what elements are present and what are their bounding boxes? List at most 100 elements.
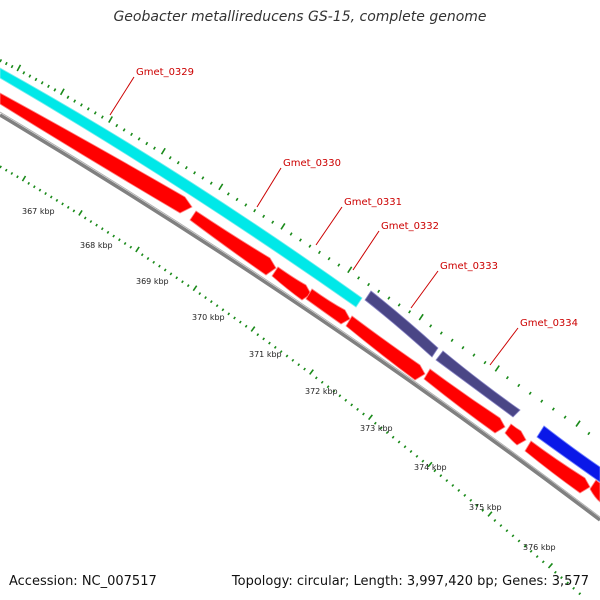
outer-tick: [505, 376, 509, 380]
kbp-tick: [55, 198, 59, 202]
kbp-tick: [181, 280, 184, 284]
cds-gmet-0334-forward[interactable]: [435, 350, 521, 418]
outer-tick: [429, 324, 433, 328]
kbp-tick: [100, 227, 104, 231]
kbp-label: 374 kbp: [414, 463, 447, 472]
cds-reverse-5[interactable]: [345, 315, 426, 381]
kbp-tick: [409, 450, 413, 453]
outer-tick: [235, 197, 239, 202]
kbp-tick: [415, 454, 419, 458]
kbp-tick: [332, 389, 336, 393]
kbp-tick: [303, 367, 306, 371]
outer-tick: [483, 360, 487, 365]
outer-tick: [308, 244, 312, 248]
kbp-tick: [309, 369, 314, 375]
outer-tick: [253, 208, 257, 213]
outer-tick: [439, 331, 443, 335]
kbp-tick: [215, 304, 219, 308]
cds-reverse-7[interactable]: [504, 423, 527, 446]
outer-tick: [387, 296, 391, 300]
kbp-tick: [61, 202, 64, 206]
cds-reverse-3[interactable]: [271, 266, 312, 301]
outer-tick: [122, 128, 126, 132]
kbp-tick: [112, 234, 116, 238]
kbp-tick: [362, 412, 365, 416]
kbp-tick: [578, 592, 582, 596]
outer-tick: [461, 345, 465, 350]
kbp-tick: [158, 264, 161, 268]
outer-tick: [367, 282, 371, 287]
kbp-label: 367 kbp: [22, 207, 55, 216]
gene-label[interactable]: Gmet_0332: [381, 221, 439, 232]
gene-labels: Gmet_0329 Gmet_0330 Gmet_0331 Gmet_0332 Gmet…: [136, 67, 578, 329]
outer-tick: [34, 77, 38, 82]
cds-reverse-8[interactable]: [524, 440, 591, 494]
outer-tick: [262, 214, 266, 219]
kbp-tick: [256, 333, 260, 337]
cds-reverse-4[interactable]: [305, 288, 351, 325]
kbp-tick: [38, 188, 42, 192]
kbp-label: 370 kbp: [192, 313, 225, 322]
outer-tick: [357, 276, 361, 280]
kbp-tick: [227, 312, 231, 316]
kbp-scale-labels: 367 kbp 368 kbp 369 kbp 370 kbp 371 kbp 372 k…: [22, 207, 556, 552]
cds-gmet-0333-forward[interactable]: [364, 290, 439, 358]
kbp-tick: [326, 385, 330, 389]
cds-gmet-0329-0330-forward[interactable]: [0, 67, 363, 308]
outer-tick: [0, 58, 3, 63]
map-title: Geobacter metallireducens GS-15, complet…: [113, 9, 487, 25]
kbp-tick: [123, 241, 127, 245]
kbp-tick: [21, 175, 27, 182]
kbp-label: 373 kbp: [360, 424, 393, 433]
kbp-label: 375 kbp: [469, 503, 502, 512]
gene-label[interactable]: Gmet_0333: [440, 261, 498, 272]
gene-label[interactable]: Gmet_0329: [136, 67, 194, 78]
outer-tick: [40, 81, 44, 85]
kbp-tick: [481, 508, 485, 512]
cds-reverse-1[interactable]: [0, 92, 193, 214]
kbp-tick: [27, 181, 31, 185]
kbp-tick: [445, 479, 449, 483]
outer-tick: [108, 116, 113, 123]
kbp-label: 371 kbp: [249, 350, 282, 359]
kbp-tick: [291, 358, 295, 362]
kbp-tick: [560, 576, 563, 580]
outer-tick: [160, 147, 166, 155]
kbp-tick: [198, 292, 202, 296]
gene-label[interactable]: Gmet_0331: [344, 197, 402, 208]
outer-tick: [100, 115, 104, 119]
outer-tick: [10, 64, 14, 69]
gene-label[interactable]: Gmet_0334: [520, 318, 578, 329]
kbp-tick: [118, 238, 121, 242]
kbp-tick: [209, 300, 213, 304]
kbp-tick: [517, 539, 521, 543]
cds-reverse-6[interactable]: [423, 368, 506, 434]
kbp-tick: [244, 324, 248, 328]
outer-tick: [115, 123, 119, 128]
outer-tick: [201, 176, 205, 180]
outer-tick: [494, 365, 500, 372]
kbp-tick: [572, 586, 576, 590]
genome-backbone-shade: [0, 111, 600, 518]
gene-label-leader: [410, 270, 439, 309]
outer-tick: [327, 256, 331, 261]
outer-tick: [563, 415, 567, 419]
kbp-tick: [175, 276, 179, 280]
kbp-tick: [523, 544, 527, 548]
cds-reverse-9[interactable]: [589, 479, 600, 503]
kbp-tick: [0, 165, 2, 169]
gene-label[interactable]: Gmet_0330: [283, 158, 341, 169]
kbp-tick: [83, 216, 87, 220]
kbp-tick: [379, 426, 383, 430]
outer-tick: [347, 266, 353, 274]
outer-tick: [176, 161, 180, 165]
outer-tick: [79, 103, 83, 107]
outer-tick: [28, 74, 32, 78]
cds-forward-blue[interactable]: [536, 425, 600, 483]
outer-tick: [130, 132, 134, 137]
outer-tick: [218, 183, 224, 191]
kbp-tick: [373, 421, 377, 425]
cds-reverse-2[interactable]: [189, 210, 277, 276]
kbp-tick: [469, 498, 473, 502]
